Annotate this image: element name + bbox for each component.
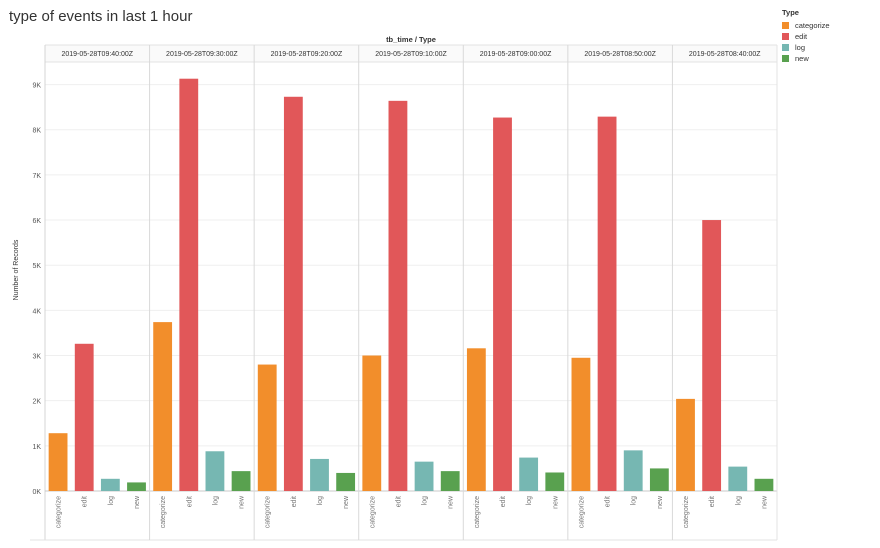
bar-new: [754, 478, 774, 491]
bar-categorize: [257, 364, 277, 491]
legend-item-edit[interactable]: edit: [782, 31, 830, 42]
y-tick-label: 5K: [32, 263, 41, 270]
legend-label-edit: edit: [795, 32, 808, 41]
bar-edit: [74, 343, 94, 491]
page-title: type of events in last 1 hour: [9, 8, 193, 25]
x-tick-label: edit: [291, 496, 298, 507]
x-tick-label: new: [761, 495, 768, 509]
bar-new: [231, 471, 251, 491]
x-tick-label: log: [631, 496, 638, 505]
y-tick-label: 2K: [32, 399, 41, 406]
group-header-label: 2019-05-28T08:40:00Z: [689, 51, 761, 58]
bar-categorize: [48, 433, 68, 491]
legend-label-categorize: categorize: [795, 21, 830, 30]
bar-new: [545, 472, 565, 491]
legend-swatch-edit: [782, 33, 789, 40]
y-tick-label: 8K: [32, 128, 41, 135]
legend-swatch-log: [782, 44, 789, 51]
group-header-label: 2019-05-28T09:30:00Z: [166, 51, 238, 58]
bar-edit: [702, 220, 722, 492]
group-header-label: 2019-05-28T09:40:00Z: [61, 51, 133, 58]
x-tick-label: log: [735, 496, 742, 505]
x-tick-label: new: [657, 495, 664, 509]
bar-categorize: [676, 398, 695, 491]
x-tick-label: categorize: [369, 496, 376, 528]
legend-title: Type: [782, 8, 799, 17]
x-tick-label: log: [526, 496, 533, 505]
legend-item-log[interactable]: log: [782, 42, 830, 53]
x-tick-label: new: [343, 495, 350, 509]
x-tick-label: new: [448, 495, 455, 509]
x-tick-label: new: [134, 495, 141, 509]
group-header-label: 2019-05-28T08:50:00Z: [584, 51, 656, 58]
x-tick-label: categorize: [474, 496, 481, 528]
group-header-label: 2019-05-28T09:00:00Z: [480, 51, 552, 58]
bar-log: [205, 451, 225, 491]
x-tick-label: categorize: [56, 496, 63, 528]
header-band: [45, 45, 777, 62]
y-tick-label: 3K: [32, 354, 41, 361]
bar-edit: [493, 117, 512, 491]
x-tick-label: categorize: [160, 496, 167, 528]
bar-new: [336, 472, 356, 491]
x-tick-label: log: [212, 496, 219, 505]
bar-edit: [388, 100, 408, 492]
legend-label-log: log: [795, 43, 806, 52]
bar-categorize: [466, 348, 486, 491]
legend: Type categorize edit log new: [782, 8, 830, 64]
bar-edit: [597, 116, 617, 491]
bar-categorize: [571, 357, 591, 491]
x-tick-label: log: [317, 496, 324, 505]
y-tick-label: 9K: [32, 83, 41, 90]
x-tick-label: categorize: [578, 496, 585, 528]
group-header-label: 2019-05-28T09:20:00Z: [271, 51, 343, 58]
x-tick-label: log: [422, 496, 429, 505]
y-tick-label: 0K: [32, 489, 41, 496]
legend-label-new: new: [795, 54, 809, 63]
x-tick-label: edit: [395, 496, 402, 507]
bar-new: [127, 482, 146, 491]
bar-categorize: [362, 355, 382, 491]
legend-item-categorize[interactable]: categorize: [782, 20, 830, 31]
group-header-label: 2019-05-28T09:10:00Z: [375, 51, 447, 58]
x-tick-label: edit: [500, 496, 507, 507]
x-tick-label: new: [239, 495, 246, 509]
bar-edit: [283, 96, 303, 491]
x-tick-label: edit: [709, 496, 716, 507]
bar-log: [414, 461, 434, 491]
x-tick-label: edit: [605, 496, 612, 507]
bar-log: [728, 466, 748, 491]
y-axis-title: Number of Records: [13, 239, 20, 300]
legend-swatch-categorize: [782, 22, 789, 29]
bar-new: [440, 471, 460, 491]
bar-log: [519, 457, 539, 491]
x-tick-label: log: [108, 496, 115, 505]
x-tick-label: edit: [82, 496, 89, 507]
x-tick-label: categorize: [683, 496, 690, 528]
bar-edit: [179, 78, 199, 491]
bar-log: [100, 478, 120, 491]
y-tick-label: 1K: [32, 444, 41, 451]
y-tick-label: 6K: [32, 218, 41, 225]
x-tick-label: new: [552, 495, 559, 509]
bar-categorize: [153, 322, 173, 491]
bar-log: [623, 450, 643, 491]
bar-new: [649, 468, 669, 491]
legend-swatch-new: [782, 55, 789, 62]
x-tick-label: categorize: [265, 496, 272, 528]
y-tick-label: 7K: [32, 173, 41, 180]
y-tick-label: 4K: [32, 308, 41, 315]
x-axis-title: tb_time / Type: [386, 35, 436, 44]
legend-item-new[interactable]: new: [782, 53, 830, 64]
x-tick-label: edit: [186, 496, 193, 507]
bar-log: [310, 458, 329, 491]
